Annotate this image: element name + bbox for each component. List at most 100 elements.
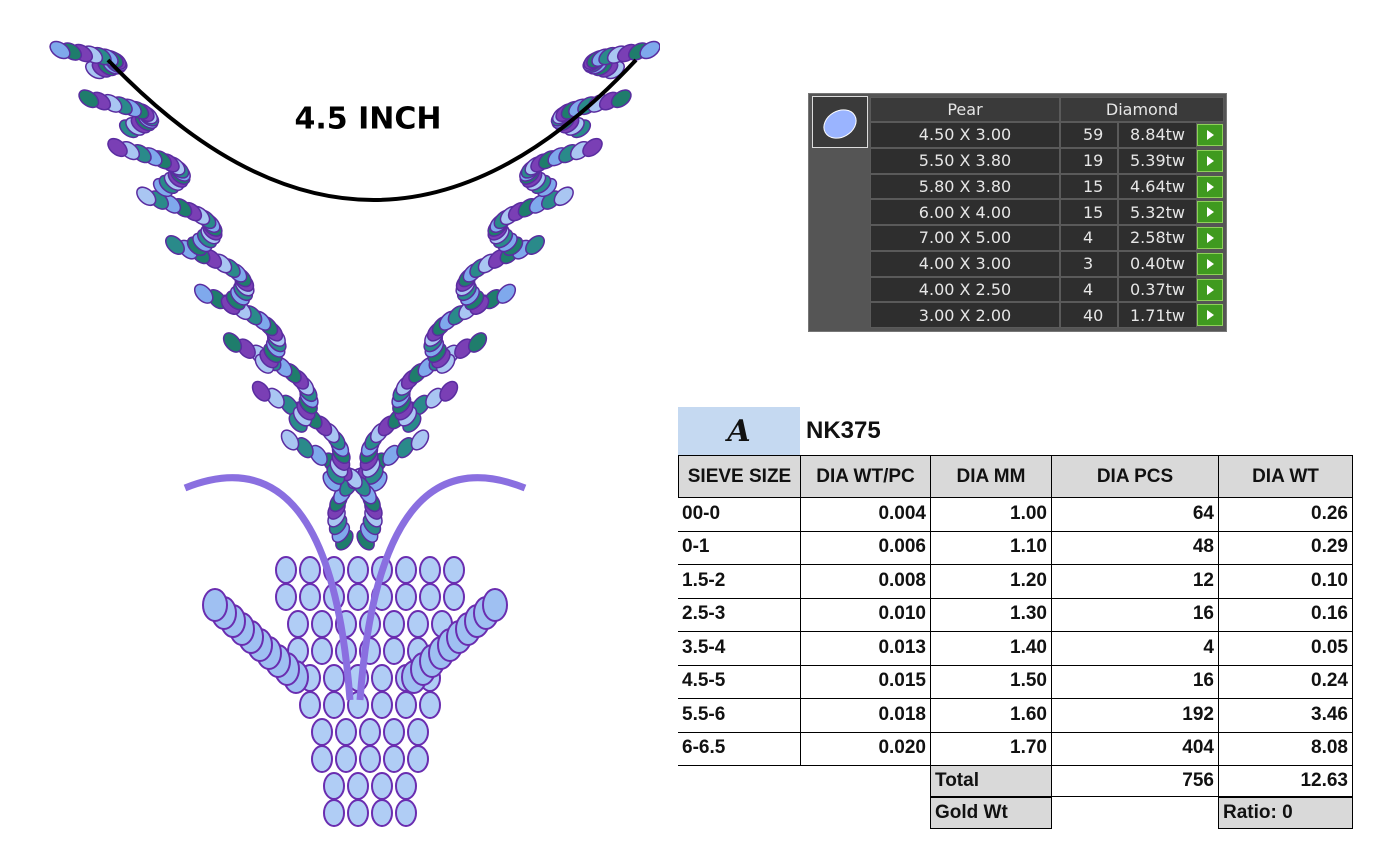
- gem: [525, 235, 545, 255]
- stone-size: 7.00 X 5.00: [870, 225, 1060, 251]
- gem: [383, 637, 405, 665]
- spec-cell: 1.20: [930, 564, 1052, 599]
- arrow-icon: [1207, 310, 1214, 321]
- gem: [275, 556, 297, 584]
- arrow-button[interactable]: [1197, 175, 1223, 198]
- gem: [136, 186, 157, 207]
- spec-cell: 0.008: [800, 564, 931, 599]
- gem: [78, 89, 100, 109]
- stone-weight: 2.58tw: [1118, 225, 1197, 251]
- spec-cell: 8.08: [1218, 731, 1353, 766]
- gem: [419, 556, 441, 584]
- necklace-image: 4.5 INCH: [49, 40, 660, 827]
- arrow-icon: [1207, 155, 1214, 166]
- column-header: DIA WT/PC: [800, 455, 931, 498]
- gem: [383, 745, 405, 773]
- stone-count: 15: [1060, 199, 1118, 225]
- gem: [395, 691, 417, 719]
- gem: [395, 556, 417, 584]
- gem: [395, 583, 417, 611]
- column-header: DIA MM: [930, 455, 1052, 498]
- spec-cell: 0.015: [800, 664, 931, 699]
- stone-count: 19: [1060, 147, 1118, 174]
- product-code: NK375: [806, 417, 881, 444]
- gem: [335, 745, 357, 773]
- stone-size: 5.80 X 3.80: [870, 173, 1060, 200]
- gem: [383, 718, 405, 746]
- gem: [202, 588, 228, 622]
- gem: [443, 583, 465, 611]
- stone-header: Diamond: [1060, 97, 1224, 122]
- arrow-button[interactable]: [1197, 149, 1223, 172]
- gem: [347, 583, 369, 611]
- stone-size: 4.50 X 3.00: [870, 122, 1060, 148]
- logo-cell: A: [678, 407, 800, 455]
- arrow-button[interactable]: [1197, 201, 1223, 224]
- spec-cell: 1.30: [930, 597, 1052, 632]
- arrow-button[interactable]: [1197, 304, 1223, 327]
- gem: [443, 556, 465, 584]
- pear-icon: [812, 96, 868, 148]
- spec-cell: 0.26: [1218, 497, 1353, 532]
- spec-cell: 0.020: [800, 731, 931, 766]
- total-label: Total: [930, 765, 1052, 797]
- gem: [311, 745, 333, 773]
- gem: [347, 799, 369, 827]
- arrow-icon: [1207, 284, 1214, 295]
- gem: [356, 474, 527, 701]
- spec-cell: 0.010: [800, 597, 931, 632]
- arrow-icon: [1207, 233, 1214, 243]
- spec-cell: 1.5-2: [678, 564, 801, 599]
- spec-cell: 64: [1051, 497, 1219, 532]
- spec-cell: 0.24: [1218, 664, 1353, 699]
- gem: [347, 772, 369, 800]
- arrow-button[interactable]: [1197, 124, 1223, 146]
- gem: [439, 380, 459, 402]
- spec-cell: 1.70: [930, 731, 1052, 766]
- gem: [371, 664, 393, 692]
- gem: [323, 772, 345, 800]
- gem: [183, 474, 354, 701]
- gem: [193, 283, 214, 304]
- arrow-button[interactable]: [1197, 252, 1223, 275]
- spec-cell: 3.46: [1218, 698, 1353, 733]
- stone-weight: 4.64tw: [1118, 173, 1197, 200]
- spec-cell: 0.006: [800, 530, 931, 565]
- gem: [275, 583, 297, 611]
- spec-cell: 4.5-5: [678, 664, 801, 699]
- spec-cell: 0.013: [800, 631, 931, 666]
- gem: [311, 637, 333, 665]
- gem: [419, 691, 441, 719]
- stone-count: 4: [1060, 225, 1118, 251]
- gem: [287, 610, 309, 638]
- spec-cell: 404: [1051, 731, 1219, 766]
- stone-weight: 8.84tw: [1118, 122, 1197, 148]
- gem: [323, 664, 345, 692]
- gold-label: Gold Wt: [930, 797, 1052, 829]
- gem: [359, 745, 381, 773]
- spec-cell: 0.29: [1218, 530, 1353, 565]
- gem: [347, 556, 369, 584]
- stone-weight: 0.37tw: [1118, 276, 1197, 303]
- stone-size: 6.00 X 4.00: [870, 199, 1060, 225]
- arrow-button[interactable]: [1197, 278, 1223, 301]
- gem: [299, 556, 321, 584]
- gem: [371, 691, 393, 719]
- gem: [107, 137, 128, 158]
- gem: [335, 718, 357, 746]
- spec-cell: 48: [1051, 530, 1219, 565]
- gem: [383, 610, 405, 638]
- gem: [371, 772, 393, 800]
- spec-cell: 0-1: [678, 530, 801, 565]
- arrow-button[interactable]: [1197, 227, 1223, 249]
- stone-weight: 5.32tw: [1118, 199, 1197, 225]
- pear-shape: [823, 109, 857, 139]
- spec-cell: 12: [1051, 564, 1219, 599]
- gem: [482, 588, 508, 622]
- stone-count: 15: [1060, 173, 1118, 200]
- gem: [251, 380, 271, 402]
- column-header: DIA WT: [1218, 455, 1353, 498]
- gem: [359, 718, 381, 746]
- gem: [280, 429, 300, 451]
